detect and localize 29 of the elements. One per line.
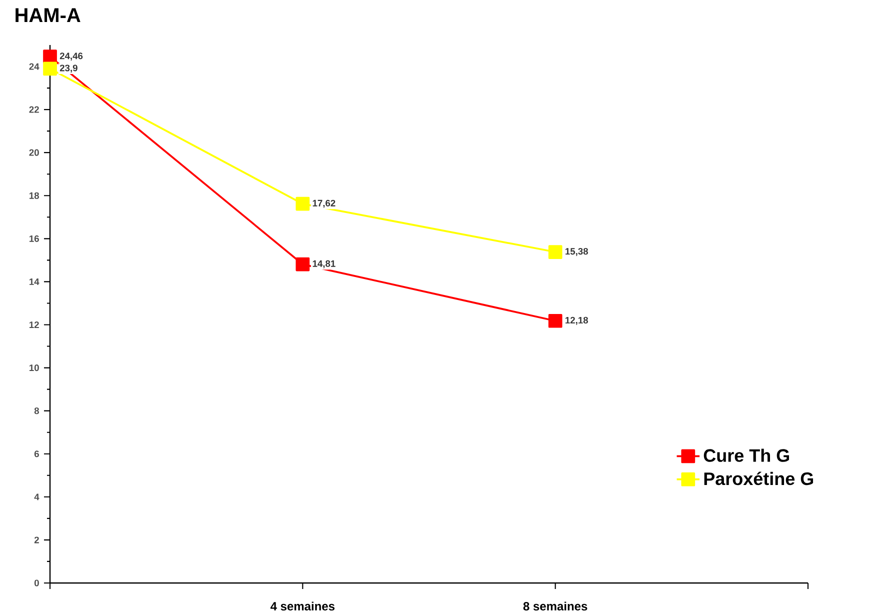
y-tick-label: 0 <box>34 580 39 586</box>
y-tick-label: 6 <box>34 450 39 458</box>
point <box>296 257 310 272</box>
y-tick-label: 10 <box>30 364 39 372</box>
point <box>548 314 562 328</box>
y-tick-label: 4 <box>34 494 40 500</box>
y-tick-label: 18 <box>30 192 39 199</box>
point <box>296 196 310 211</box>
point <box>548 245 562 259</box>
data-label: 14,81 <box>312 260 336 268</box>
point <box>43 62 57 76</box>
x-tick-label: 8 semaines <box>523 602 588 611</box>
y-tick-label: 8 <box>34 408 39 414</box>
legend-label: Cure Th G <box>704 448 789 462</box>
y-tick-label: 24 <box>29 63 40 70</box>
legend-label: Paroxétine G <box>704 472 814 486</box>
x-tick-label: 4 semaines <box>270 602 335 611</box>
y-tick-label: 2 <box>34 536 39 544</box>
y-tick-label: 14 <box>30 278 40 285</box>
y-tick-label: 20 <box>29 149 39 156</box>
data-label: 15,38 <box>566 248 588 256</box>
chart-title: HAM-A <box>16 8 80 22</box>
data-label: 23,9 <box>60 64 78 73</box>
data-label: 17,62 <box>312 200 336 208</box>
y-tick-label: 12 <box>30 322 39 328</box>
data-label: 24,46 <box>60 52 83 61</box>
data-label: 12,18 <box>566 316 588 325</box>
y-tick-label: 22 <box>29 106 39 113</box>
y-tick-label: 16 <box>30 235 39 242</box>
